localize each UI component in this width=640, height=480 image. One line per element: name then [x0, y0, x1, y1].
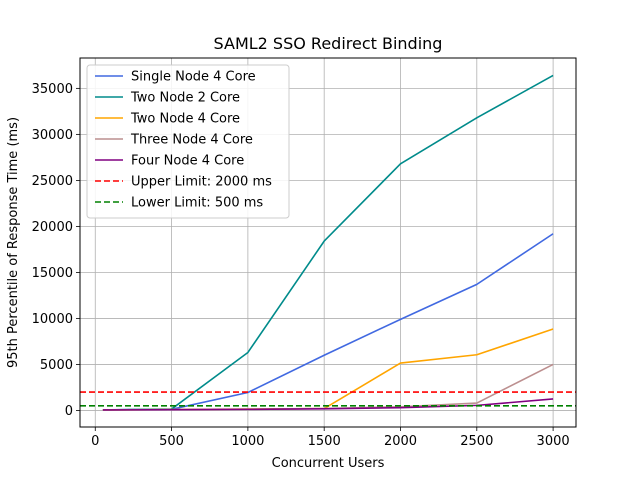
x-tick-label: 2500: [460, 434, 493, 449]
x-tick-label: 500: [159, 434, 184, 449]
x-tick-label: 2000: [384, 434, 417, 449]
y-tick-label: 15000: [32, 266, 73, 281]
y-tick-label: 30000: [32, 128, 73, 143]
x-tick-label: 1500: [308, 434, 341, 449]
legend-entry: Two Node 4 Core: [130, 112, 240, 127]
y-tick-label: 20000: [32, 220, 73, 235]
legend-entry: Single Node 4 Core: [131, 70, 256, 85]
legend-entry: Upper Limit: 2000 ms: [131, 175, 272, 190]
legend-entry: Lower Limit: 500 ms: [131, 196, 263, 211]
x-tick-label: 3000: [537, 434, 570, 449]
legend-entry: Three Node 4 Core: [130, 133, 253, 148]
legend-entry: Two Node 2 Core: [130, 91, 240, 106]
x-axis-label: Concurrent Users: [272, 456, 385, 471]
y-tick-label: 0: [65, 404, 73, 419]
x-ticks: 0 500 1000 1500 2000 2500 3000: [91, 427, 570, 449]
y-ticks: 0 5000 10000 15000 20000 25000 30000 35000: [32, 82, 80, 419]
plot-frame: [79, 57, 577, 428]
legend-entry: Four Node 4 Core: [131, 154, 244, 169]
legend-box: [86, 64, 290, 219]
y-tick-label: 35000: [32, 82, 73, 97]
x-tick-label: 1000: [231, 434, 264, 449]
y-tick-label: 5000: [40, 358, 73, 373]
x-tick-label: 0: [91, 434, 99, 449]
y-tick-label: 25000: [32, 174, 73, 189]
chart-title: SAML2 SSO Redirect Binding: [214, 34, 443, 53]
series-lines: [80, 74, 576, 411]
legend: Single Node 4 Core Two Node 2 Core Two Nod…: [86, 64, 290, 219]
y-axis-label: 95th Percentile of Response Time (ms): [6, 117, 21, 368]
y-tick-label: 10000: [32, 312, 73, 327]
